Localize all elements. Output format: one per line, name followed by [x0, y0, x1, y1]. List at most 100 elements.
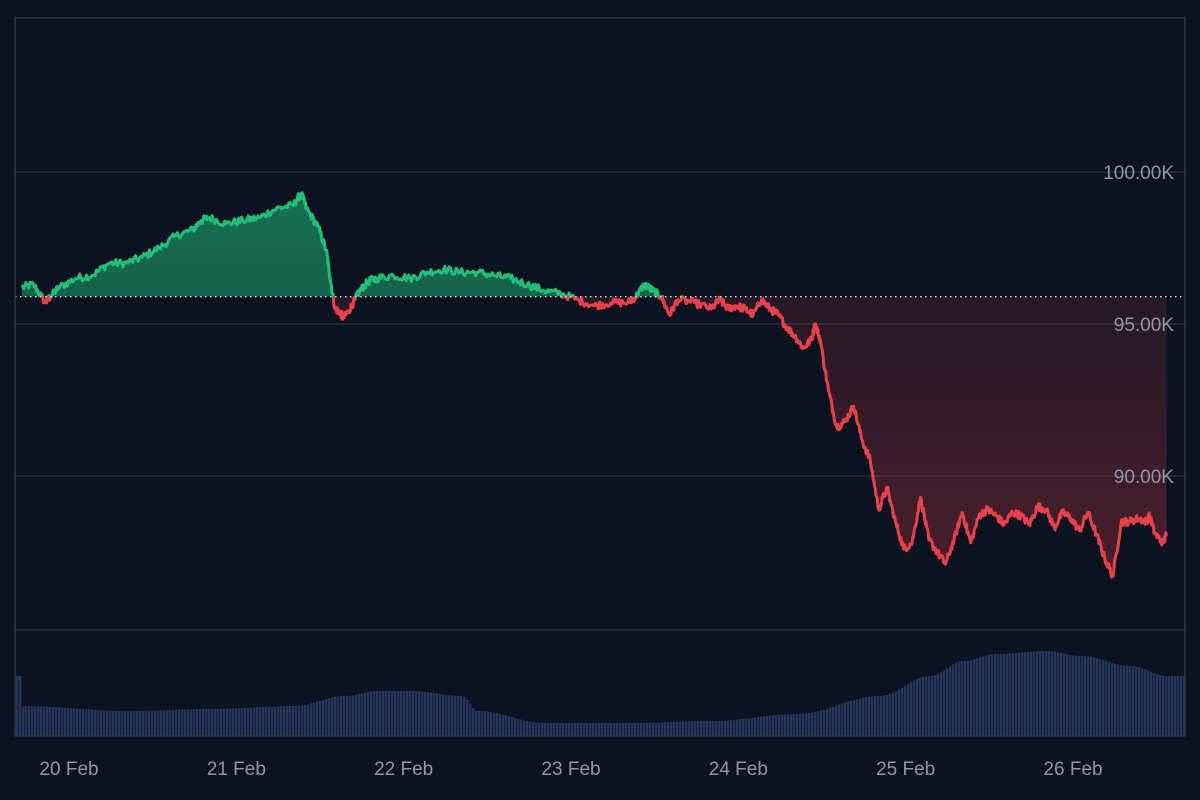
- volume-bar: [1126, 665, 1129, 736]
- volume-bar: [544, 723, 547, 736]
- volume-bar: [1153, 673, 1156, 736]
- volume-bar: [46, 706, 49, 736]
- volume-bar: [892, 692, 895, 736]
- volume-bar: [400, 691, 403, 736]
- volume-bar: [796, 714, 799, 736]
- volume-bar: [880, 696, 883, 736]
- volume-bar: [589, 723, 592, 736]
- volume-bar: [247, 707, 250, 736]
- volume-bar: [583, 723, 586, 736]
- volume-bar: [685, 721, 688, 736]
- volume-bar: [562, 723, 565, 736]
- volume-bar: [643, 722, 646, 736]
- volume-bar: [1060, 652, 1063, 736]
- volume-bar: [58, 707, 61, 736]
- volume-bar: [625, 723, 628, 736]
- volume-bar: [61, 707, 64, 736]
- volume-bar: [115, 710, 118, 736]
- volume-bar: [949, 666, 952, 736]
- volume-bar: [901, 687, 904, 736]
- volume-bar: [961, 661, 964, 736]
- volume-bar: [262, 706, 265, 736]
- volume-bar: [319, 700, 322, 736]
- volume-bar: [397, 691, 400, 736]
- volume-bar: [40, 706, 43, 736]
- volume-bar: [859, 698, 862, 736]
- volume-bar: [1030, 651, 1033, 736]
- volume-bar: [817, 711, 820, 736]
- volume-bar: [112, 710, 115, 736]
- volume-bar: [688, 721, 691, 736]
- x-tick-label: 25 Feb: [876, 759, 935, 780]
- volume-bar: [442, 694, 445, 736]
- volume-bar: [520, 719, 523, 736]
- volume-bar: [154, 710, 157, 736]
- volume-bar: [1024, 652, 1027, 736]
- volume-bar: [523, 720, 526, 736]
- volume-bar: [403, 691, 406, 736]
- volume-bar: [826, 708, 829, 736]
- x-tick-label: 21 Feb: [207, 759, 266, 780]
- volume-bar: [757, 717, 760, 736]
- volume-bar: [433, 693, 436, 736]
- volume-bar: [913, 680, 916, 736]
- volume-bar: [775, 714, 778, 736]
- volume-bar: [505, 715, 508, 736]
- volume-bar: [454, 695, 457, 736]
- volume-bar: [328, 698, 331, 736]
- volume-bar: [214, 709, 217, 736]
- volume-bar: [703, 721, 706, 736]
- volume-bar: [934, 675, 937, 736]
- volume-bar: [745, 718, 748, 736]
- volume-bar: [298, 705, 301, 736]
- volume-bar: [181, 709, 184, 736]
- volume-bar: [751, 717, 754, 736]
- volume-bar: [709, 721, 712, 736]
- volume-bar: [205, 709, 208, 736]
- volume-bar: [346, 695, 349, 736]
- volume-bar: [877, 696, 880, 736]
- volume-bar: [655, 722, 658, 736]
- volume-bar: [415, 691, 418, 736]
- volume-bar: [1003, 653, 1006, 736]
- volume-bar: [1036, 651, 1039, 736]
- volume-bar: [274, 706, 277, 736]
- volume-bar: [814, 711, 817, 736]
- volume-bar: [532, 722, 535, 736]
- volume-bar: [1162, 675, 1165, 736]
- volume-bar: [619, 723, 622, 736]
- volume-bar: [670, 722, 673, 736]
- volume-bar: [1006, 653, 1009, 736]
- volume-bar: [286, 706, 289, 736]
- volume-bar: [421, 691, 424, 736]
- volume-bar: [100, 710, 103, 736]
- volume-bar: [649, 722, 652, 736]
- volume-bar: [976, 658, 979, 736]
- volume-bar: [127, 711, 130, 736]
- volume-bar: [658, 722, 661, 736]
- volume-bar: [712, 721, 715, 736]
- volume-bar: [211, 709, 214, 736]
- volume-bar: [883, 695, 886, 736]
- volume-bar: [763, 716, 766, 736]
- volume-bar: [1171, 676, 1174, 736]
- volume-bar: [160, 710, 163, 736]
- volume-bar: [1051, 651, 1054, 736]
- volume-bar: [322, 699, 325, 736]
- volume-bar: [730, 720, 733, 736]
- volume-bar: [727, 720, 730, 736]
- volume-bar: [682, 721, 685, 736]
- volume-bar: [748, 718, 751, 736]
- volume-bar: [493, 712, 496, 736]
- volume-bar: [202, 709, 205, 736]
- volume-bar: [373, 691, 376, 736]
- volume-bar: [679, 721, 682, 736]
- volume-bar: [1015, 653, 1018, 736]
- volume-bar: [664, 722, 667, 736]
- volume-bar: [1159, 675, 1162, 736]
- volume-bar: [265, 706, 268, 736]
- volume-bar: [586, 723, 589, 736]
- volume-bar: [676, 721, 679, 736]
- volume-bar: [742, 718, 745, 736]
- volume-bar: [292, 706, 295, 736]
